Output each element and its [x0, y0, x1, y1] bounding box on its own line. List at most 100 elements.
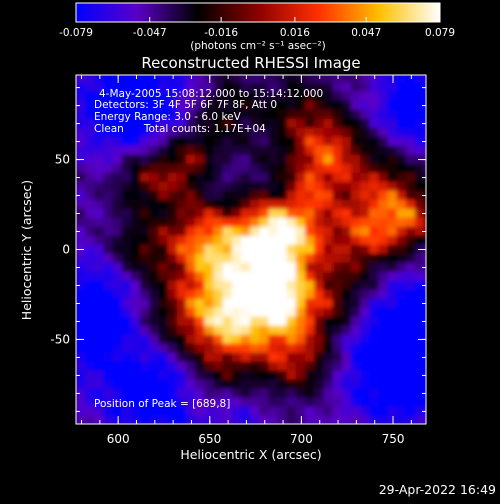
heatmap-cell: [94, 100, 105, 110]
heatmap-cell: [341, 406, 352, 416]
time-range-annotation: 4-May-2005 15:08:12.000 to 15:14:12.000: [99, 88, 323, 100]
heatmap-cell: [240, 244, 251, 254]
heatmap-cell: [85, 415, 95, 424]
heatmap-cell: [112, 181, 123, 191]
heatmap-cell: [350, 154, 361, 164]
heatmap-cell: [149, 235, 160, 245]
heatmap-cell: [185, 253, 196, 263]
heatmap-cell: [405, 397, 416, 407]
heatmap-cell: [295, 100, 306, 110]
heatmap-cell: [240, 415, 251, 424]
heatmap-cell: [103, 208, 114, 218]
heatmap-cell: [185, 181, 196, 191]
heatmap-cell: [305, 199, 315, 209]
heatmap-cell: [250, 82, 260, 92]
heatmap-cell: [341, 118, 352, 128]
heatmap-cell: [204, 361, 215, 371]
heatmap-cell: [415, 289, 425, 299]
heatmap-cell: [112, 163, 123, 173]
heatmap-cell: [332, 226, 343, 236]
heatmap-cell: [314, 226, 324, 236]
heatmap-cell: [259, 343, 270, 353]
heatmap-cell: [415, 91, 425, 101]
heatmap-cell: [76, 271, 86, 281]
heatmap-cell: [341, 325, 352, 335]
heatmap-cell: [85, 190, 95, 200]
heatmap-cell: [332, 343, 343, 353]
heatmap-cell: [387, 262, 398, 272]
heatmap-cell: [204, 145, 215, 155]
heatmap-cell: [314, 334, 324, 344]
heatmap-cell: [341, 190, 352, 200]
heatmap-cell: [314, 271, 324, 281]
heatmap-cell: [360, 190, 370, 200]
heatmap-cell: [130, 388, 141, 398]
heatmap-cell: [85, 109, 95, 119]
heatmap-cell: [295, 334, 306, 344]
heatmap-cell: [158, 352, 169, 362]
heatmap-cell: [103, 289, 114, 299]
heatmap-cell: [213, 217, 224, 227]
heatmap-cell: [415, 136, 425, 146]
heatmap-cell: [195, 244, 205, 254]
heatmap-cell: [204, 100, 215, 110]
heatmap-cell: [195, 154, 205, 164]
x-tick-label: 650: [198, 432, 221, 446]
heatmap-cell: [369, 298, 379, 308]
heatmap-cell: [277, 307, 288, 317]
heatmap-cell: [277, 190, 288, 200]
heatmap-cell: [332, 217, 343, 227]
heatmap-cell: [213, 208, 224, 218]
heatmap-cell: [112, 307, 123, 317]
heatmap-cell: [204, 406, 215, 416]
heatmap-cell: [424, 217, 426, 227]
heatmap-cell: [231, 325, 242, 335]
heatmap-cell: [195, 235, 205, 245]
heatmap-cell: [295, 127, 306, 137]
heatmap-cell: [268, 271, 279, 281]
heatmap-cell: [305, 361, 315, 371]
heatmap-cell: [76, 253, 86, 263]
heatmap-cell: [405, 75, 416, 83]
heatmap-cell: [94, 118, 105, 128]
heatmap-cell: [378, 145, 389, 155]
heatmap-cell: [424, 154, 426, 164]
heatmap-cell: [130, 163, 141, 173]
x-tick-label: 600: [107, 432, 130, 446]
heatmap-cell: [231, 208, 242, 218]
heatmap-cell: [85, 145, 95, 155]
heatmap-cell: [94, 163, 105, 173]
heatmap-cell: [158, 136, 169, 146]
heatmap-cell: [387, 109, 398, 119]
heatmap-cell: [195, 91, 205, 101]
heatmap-cell: [222, 379, 233, 389]
heatmap-cell: [277, 235, 288, 245]
heatmap-cell: [295, 415, 306, 424]
heatmap-cell: [314, 181, 324, 191]
heatmap-cell: [231, 379, 242, 389]
heatmap-cell: [176, 163, 187, 173]
heatmap-cell: [259, 145, 270, 155]
heatmap-cell: [204, 82, 215, 92]
heatmap-cell: [259, 127, 270, 137]
heatmap-cell: [167, 109, 178, 119]
heatmap-cell: [295, 289, 306, 299]
heatmap-cell: [323, 280, 334, 290]
heatmap-cell: [103, 253, 114, 263]
heatmap-cell: [167, 352, 178, 362]
heatmap-cell: [240, 118, 251, 128]
heatmap-cell: [405, 352, 416, 362]
heatmap-cell: [295, 91, 306, 101]
heatmap-cell: [259, 262, 270, 272]
heatmap-cell: [341, 388, 352, 398]
heatmap-cell: [332, 235, 343, 245]
heatmap-cell: [121, 172, 132, 182]
heatmap-cell: [369, 397, 379, 407]
heatmap-cell: [350, 226, 361, 236]
heatmap-cell: [222, 226, 233, 236]
heatmap-cell: [103, 370, 114, 380]
heatmap-cell: [76, 289, 86, 299]
heatmap-cell: [204, 397, 215, 407]
heatmap-cell: [360, 298, 370, 308]
heatmap-cell: [295, 397, 306, 407]
